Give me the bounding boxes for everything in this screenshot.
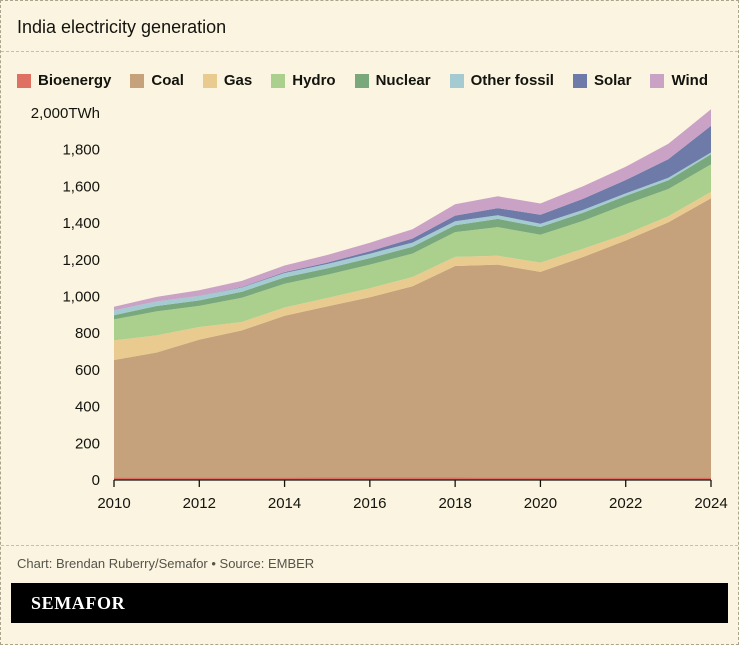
- x-tick-label: 2024: [694, 495, 727, 512]
- legend-item-nuclear: Nuclear: [354, 72, 431, 89]
- legend-swatch: [650, 73, 665, 88]
- legend-swatch: [449, 73, 464, 88]
- legend-item-gas: Gas: [202, 72, 253, 89]
- x-tick-label: 2018: [438, 495, 471, 512]
- area-series-gas: [114, 191, 711, 360]
- legend-item-bioenergy: Bioenergy: [17, 72, 111, 89]
- legend-label: Gas: [223, 72, 253, 89]
- y-tick-label: 400: [75, 399, 100, 416]
- legend-swatch: [354, 73, 369, 88]
- source-credit: Chart: Brendan Ruberry/Semafor • Source:…: [17, 556, 315, 571]
- x-tick-label: 2016: [353, 495, 386, 512]
- y-tick-label: 800: [75, 325, 100, 342]
- y-tick-label: 0: [92, 472, 100, 489]
- stacked-area-chart: 0 200 400 600 800 1,000 1,200 1,400 1,600 1,800 2,…: [31, 105, 728, 512]
- legend-item-hydro: Hydro: [271, 72, 336, 89]
- legend-label: Other fossil: [470, 72, 554, 89]
- x-tick-label: 2022: [609, 495, 642, 512]
- y-tick-label: 1,600: [62, 178, 100, 195]
- y-tick-label: 1,400: [62, 215, 100, 232]
- y-tick-label: 1,800: [62, 142, 100, 159]
- legend-label: Coal: [151, 72, 184, 89]
- y-tick-label: 1,200: [62, 252, 100, 269]
- chart-header: India electricity generation: [1, 1, 738, 52]
- legend-label: Nuclear: [375, 72, 431, 89]
- x-tick-label: 2014: [268, 495, 301, 512]
- legend-swatch: [572, 73, 587, 88]
- chart-legend: Bioenergy Coal Gas Hydro Nuclear Other fossil…: [1, 52, 738, 89]
- legend-item-other-fossil: Other fossil: [449, 72, 554, 89]
- legend-label: Wind: [671, 72, 709, 89]
- area-series-bioenergy: [114, 477, 711, 480]
- legend-label: Solar: [593, 72, 632, 89]
- y-tick-label: 600: [75, 362, 100, 379]
- chart-title: India electricity generation: [17, 17, 227, 37]
- chart-area: 0 200 400 600 800 1,000 1,200 1,400 1,600 1,800 2,…: [1, 89, 738, 545]
- legend-swatch: [202, 73, 217, 88]
- y-tick-label: 2,000TWh: [31, 105, 100, 122]
- legend-item-wind: Wind: [650, 72, 708, 89]
- legend-label: Hydro: [292, 72, 336, 89]
- legend-item-coal: Coal: [130, 72, 184, 89]
- area-series-hydro: [114, 164, 711, 341]
- x-tick-label: 2020: [524, 495, 557, 512]
- legend-swatch: [130, 73, 145, 88]
- legend-swatch: [17, 73, 31, 88]
- brand-bar: SEMAFOR: [11, 583, 728, 623]
- chart-footer: Chart: Brendan Ruberry/Semafor • Source:…: [1, 545, 738, 583]
- x-tick-label: 2012: [183, 495, 216, 512]
- legend-label: Bioenergy: [38, 72, 112, 89]
- y-tick-label: 1,000: [62, 289, 100, 306]
- area-series-coal: [114, 198, 711, 478]
- legend-swatch: [271, 73, 286, 88]
- legend-item-solar: Solar: [572, 72, 632, 89]
- semafor-logo: SEMAFOR: [31, 592, 126, 613]
- x-tick-label: 2010: [97, 495, 130, 512]
- y-tick-label: 200: [75, 435, 100, 452]
